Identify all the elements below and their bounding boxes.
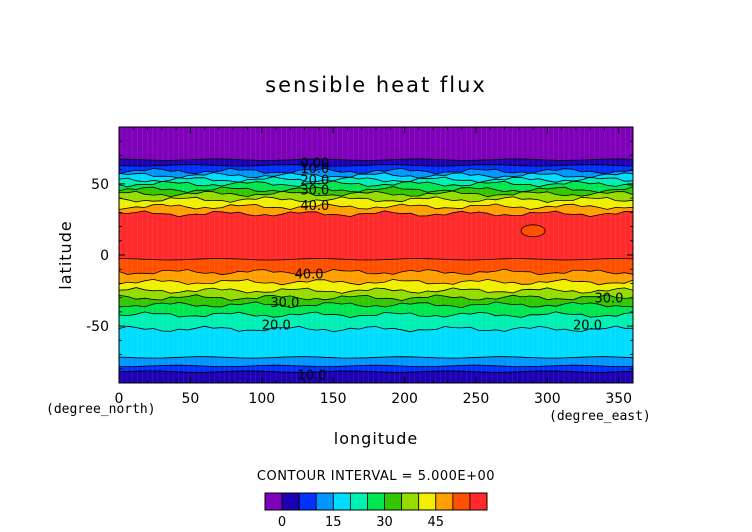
contour-label: 20.0: [300, 174, 329, 189]
colorbar-swatch: [401, 492, 420, 511]
contour-label: 40.0: [300, 199, 329, 214]
contour-line: [118, 203, 634, 210]
colorbar-tick-label: 30: [376, 515, 393, 530]
y-axis-label: latitude: [56, 220, 75, 289]
y-unit-label: (degree_north): [46, 402, 156, 417]
contour-label: 0.00: [300, 157, 329, 172]
contour-label: 40.0: [295, 267, 324, 282]
contour-line: [118, 268, 634, 276]
colorbar-tick-label: 45: [427, 515, 444, 530]
x-unit-label: (degree_east): [549, 409, 651, 424]
contour-line: [118, 356, 634, 359]
contour-interval-text: CONTOUR INTERVAL = 5.000E+00: [257, 469, 495, 484]
x-tick-label: 50: [181, 391, 199, 407]
contour-label: 10.0: [297, 368, 326, 383]
colorbar-swatch: [315, 492, 334, 511]
contour-blob: [520, 224, 546, 238]
y-axis-ticks: -50 0 50: [86, 140, 633, 370]
contour-line: [118, 167, 634, 175]
colorbar-swatch: [367, 492, 385, 511]
contour-line: [118, 176, 634, 183]
colorbar-swatch: [435, 492, 454, 511]
contour-line: [118, 186, 634, 193]
contour-label: 10.0: [300, 162, 329, 177]
contour-label: 20.0: [573, 319, 602, 334]
contour-line: [118, 278, 634, 286]
contour-line: [118, 287, 634, 294]
colorbar: 0 15 30 45: [264, 492, 488, 530]
x-axis-label: longitude: [334, 429, 418, 448]
y-tick-label: -50: [86, 319, 109, 335]
contour-label: 30.0: [300, 184, 329, 199]
colorbar-frame: [264, 492, 488, 511]
colorbar-swatch: [281, 492, 300, 511]
contour-line: [118, 311, 634, 319]
colorbar-tick-label: 15: [325, 515, 342, 530]
colorbar-tick-label: 0: [278, 515, 286, 530]
x-tick-label: 350: [605, 391, 632, 407]
contour-line: [118, 180, 634, 188]
x-tick-label: 250: [463, 391, 490, 407]
contour-line: [118, 301, 634, 309]
contour-lines: [118, 158, 634, 373]
y-tick-label: 50: [91, 177, 109, 193]
contour-label: 30.0: [270, 296, 299, 311]
x-tick-label: 150: [320, 391, 347, 407]
x-tick-label: 300: [534, 391, 561, 407]
x-tick-label: 200: [391, 391, 418, 407]
x-axis-ticks: 0 50 100 150 200 250 300 350: [115, 127, 632, 407]
colorbar-swatch: [332, 492, 351, 511]
contour-label: 20.0: [262, 319, 291, 334]
contour-line: [118, 164, 634, 167]
colorbar-swatch: [349, 492, 368, 511]
contour-line: [118, 196, 634, 203]
contour-label: 30.0: [594, 292, 623, 307]
colorbar-swatch: [469, 492, 488, 511]
x-tick-label: 100: [248, 391, 275, 407]
contour-line: [118, 294, 634, 302]
heat-band: [118, 210, 634, 261]
heat-band: [118, 126, 634, 161]
heat-band: [118, 325, 634, 359]
contour-line: [118, 190, 634, 198]
contour-line: [118, 370, 634, 373]
contour-line: [118, 172, 634, 179]
contour-line: [119, 364, 634, 368]
colorbar-swatch: [384, 492, 403, 511]
contour-line: [118, 158, 634, 161]
contour-line: [119, 258, 634, 261]
contour-line: [118, 325, 633, 333]
colorbar-swatch: [452, 492, 471, 511]
y-tick-label: 0: [100, 248, 109, 264]
colorbar-swatch: [298, 492, 317, 511]
chart-title: sensible heat flux: [265, 73, 487, 97]
colorbar-swatch: [264, 492, 283, 511]
colorbar-swatch: [418, 492, 437, 511]
contour-line: [118, 210, 634, 218]
x-tick-label: 0: [115, 391, 124, 407]
